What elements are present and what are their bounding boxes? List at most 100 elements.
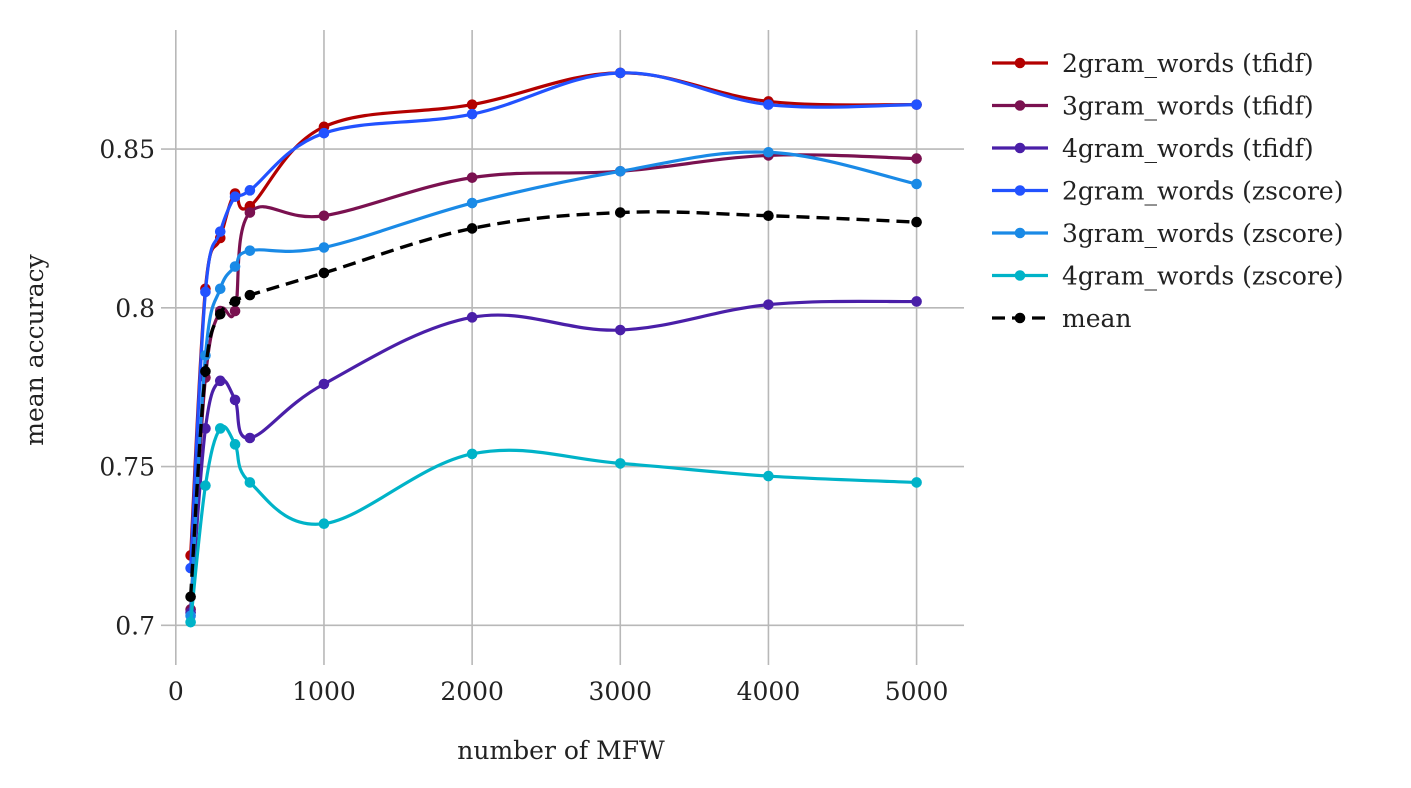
x-tick-label: 3000 xyxy=(588,677,652,706)
data-point xyxy=(466,99,478,110)
data-point xyxy=(466,197,478,209)
data-point xyxy=(214,423,226,434)
data-point xyxy=(614,207,626,218)
series-line xyxy=(189,153,917,610)
data-point xyxy=(763,210,774,222)
data-point xyxy=(214,308,226,320)
y-tick-label: 0.8 xyxy=(115,294,155,323)
data-point xyxy=(200,480,211,491)
y-tick-label: 0.7 xyxy=(115,611,155,640)
data-point xyxy=(763,99,774,110)
grid xyxy=(161,30,964,665)
data-point xyxy=(200,366,211,377)
series-2gram-words-tfidf- xyxy=(185,67,922,561)
legend-marker xyxy=(1014,57,1026,69)
data-point xyxy=(614,67,626,79)
x-tick-label: 5000 xyxy=(885,677,949,706)
series-line xyxy=(189,71,917,569)
legend-label: 4gram_words (tfidf) xyxy=(1062,134,1314,163)
legend-entry: 2gram_words (zscore) xyxy=(992,177,1343,206)
x-tick-label: 2000 xyxy=(440,677,504,706)
series-line xyxy=(189,150,917,616)
data-point xyxy=(229,296,241,307)
legend-marker xyxy=(1014,100,1026,111)
y-tick-label: 0.75 xyxy=(99,453,155,482)
data-point xyxy=(229,394,241,406)
legend-marker xyxy=(1014,185,1026,196)
legend-entry: 3gram_words (zscore) xyxy=(992,219,1343,248)
legend-label: mean xyxy=(1062,304,1132,333)
legend-marker xyxy=(1014,227,1026,239)
data-point xyxy=(911,296,922,307)
data-point xyxy=(318,518,330,530)
series-2gram-words-zscore- xyxy=(185,67,922,574)
data-point xyxy=(244,207,256,218)
legend-entry: 2gram_words (tfidf) xyxy=(992,49,1314,78)
data-point xyxy=(229,439,241,450)
legend: 2gram_words (tfidf) 3gram_words (tfidf) 4g… xyxy=(992,49,1343,333)
data-point xyxy=(244,289,256,301)
x-axis-ticks: 0 1000 2000 3000 4000 5000 xyxy=(168,677,949,706)
data-point xyxy=(614,458,626,469)
data-point xyxy=(318,242,330,253)
data-point xyxy=(244,477,256,488)
y-axis-ticks: 0.7 0.75 0.8 0.85 xyxy=(99,135,155,640)
data-point xyxy=(200,286,211,298)
legend-entry: 3gram_words (tfidf) xyxy=(992,92,1314,121)
series-line xyxy=(188,210,917,597)
legend-marker xyxy=(1014,312,1026,324)
legend-label: 2gram_words (zscore) xyxy=(1062,177,1343,206)
data-point xyxy=(911,99,922,110)
legend-entry: 4gram_words (tfidf) xyxy=(992,134,1314,163)
series-line xyxy=(189,424,917,623)
series-4gram-words-zscore- xyxy=(185,423,922,628)
data-point xyxy=(911,178,922,190)
data-point xyxy=(214,226,226,237)
x-axis-title: number of MFW xyxy=(457,736,665,765)
data-point xyxy=(229,191,241,202)
data-point xyxy=(244,432,256,444)
data-point xyxy=(200,423,211,434)
data-point xyxy=(911,477,922,488)
data-point xyxy=(229,305,241,317)
legend-entry: mean xyxy=(992,304,1132,333)
data-point xyxy=(244,185,256,196)
data-point xyxy=(911,216,922,228)
legend-label: 2gram_words (tfidf) xyxy=(1062,49,1314,78)
series-mean xyxy=(185,207,922,603)
series-lines xyxy=(185,67,922,628)
legend-label: 3gram_words (zscore) xyxy=(1062,219,1343,248)
data-point xyxy=(318,378,330,390)
x-tick-label: 4000 xyxy=(737,677,801,706)
series-4gram-words-tfidf- xyxy=(185,296,922,618)
y-tick-label: 0.85 xyxy=(99,135,155,164)
data-point xyxy=(318,127,330,139)
data-point xyxy=(185,591,196,603)
data-point xyxy=(318,267,330,279)
legend-label: 4gram_words (zscore) xyxy=(1062,262,1343,291)
series-3gram-words-tfidf- xyxy=(185,150,922,615)
data-point xyxy=(466,108,478,120)
series-3gram-words-zscore- xyxy=(185,146,922,622)
data-point xyxy=(466,312,478,323)
x-tick-label: 1000 xyxy=(292,677,356,706)
legend-entry: 4gram_words (zscore) xyxy=(992,262,1343,291)
data-point xyxy=(229,261,241,272)
legend-label: 3gram_words (tfidf) xyxy=(1062,92,1314,121)
data-point xyxy=(318,210,330,222)
data-point xyxy=(614,165,626,177)
series-line xyxy=(189,299,917,613)
legend-marker xyxy=(1014,270,1026,281)
x-tick-label: 0 xyxy=(168,677,184,706)
y-axis-title: mean accuracy xyxy=(20,253,49,445)
data-point xyxy=(214,375,226,387)
data-point xyxy=(763,299,774,310)
data-point xyxy=(466,223,478,234)
data-point xyxy=(466,172,478,183)
data-point xyxy=(763,146,774,158)
data-point xyxy=(185,616,196,628)
data-point xyxy=(763,470,774,482)
data-point xyxy=(214,283,226,295)
data-point xyxy=(466,448,478,460)
